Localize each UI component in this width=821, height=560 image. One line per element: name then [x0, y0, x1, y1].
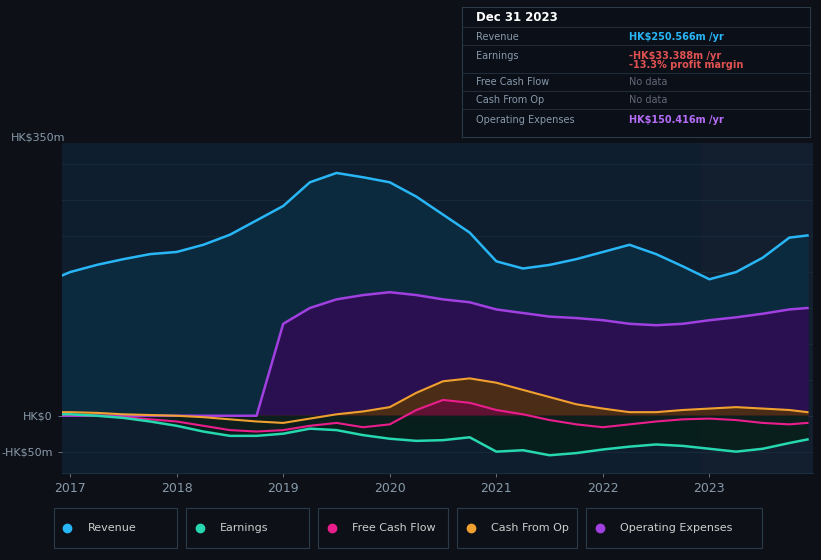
Text: Earnings: Earnings [219, 523, 268, 533]
Text: Free Cash Flow: Free Cash Flow [351, 523, 435, 533]
Text: Cash From Op: Cash From Op [491, 523, 569, 533]
Text: Operating Expenses: Operating Expenses [620, 523, 732, 533]
Bar [701, 143, 821, 473]
Text: HK$250.566m /yr: HK$250.566m /yr [630, 31, 724, 41]
Text: No data: No data [630, 95, 667, 105]
Text: HK$350m: HK$350m [11, 132, 65, 142]
Text: Operating Expenses: Operating Expenses [476, 115, 575, 125]
Text: Revenue: Revenue [476, 31, 519, 41]
Text: Dec 31 2023: Dec 31 2023 [476, 11, 558, 24]
Text: Earnings: Earnings [476, 50, 519, 60]
Text: -HK$33.388m /yr: -HK$33.388m /yr [630, 50, 722, 60]
Text: -13.3% profit margin: -13.3% profit margin [630, 60, 744, 70]
Text: HK$150.416m /yr: HK$150.416m /yr [630, 115, 724, 125]
Text: Free Cash Flow: Free Cash Flow [476, 77, 549, 87]
Text: Cash From Op: Cash From Op [476, 95, 544, 105]
Text: No data: No data [630, 77, 667, 87]
Text: Revenue: Revenue [88, 523, 136, 533]
